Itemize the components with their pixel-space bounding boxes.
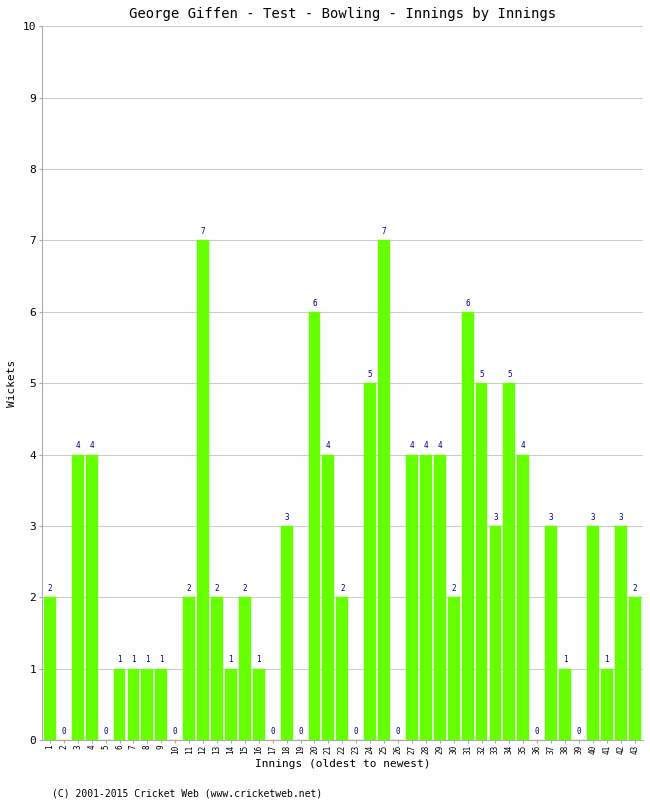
Text: 3: 3: [549, 513, 553, 522]
Bar: [448, 598, 460, 740]
Bar: [517, 454, 529, 740]
Bar: [559, 669, 571, 740]
Text: 4: 4: [410, 442, 414, 450]
Text: 1: 1: [563, 655, 567, 665]
Bar: [476, 383, 488, 740]
Bar: [309, 312, 320, 740]
Bar: [322, 454, 334, 740]
Bar: [337, 598, 348, 740]
Text: 6: 6: [312, 298, 317, 307]
Text: 4: 4: [424, 442, 428, 450]
Bar: [281, 526, 292, 740]
Bar: [127, 669, 139, 740]
Bar: [114, 669, 125, 740]
Text: 0: 0: [535, 727, 539, 736]
Bar: [629, 598, 641, 740]
Text: 4: 4: [521, 442, 526, 450]
Bar: [406, 454, 418, 740]
Bar: [504, 383, 515, 740]
Bar: [489, 526, 501, 740]
Text: 0: 0: [298, 727, 303, 736]
Text: (C) 2001-2015 Cricket Web (www.cricketweb.net): (C) 2001-2015 Cricket Web (www.cricketwe…: [52, 788, 322, 798]
Text: 0: 0: [103, 727, 108, 736]
Y-axis label: Wickets: Wickets: [7, 359, 17, 407]
Bar: [183, 598, 195, 740]
Bar: [155, 669, 167, 740]
Text: 4: 4: [326, 442, 331, 450]
Text: 3: 3: [284, 513, 289, 522]
Text: 0: 0: [270, 727, 275, 736]
Text: 1: 1: [145, 655, 150, 665]
Text: 6: 6: [465, 298, 470, 307]
Text: 5: 5: [507, 370, 512, 379]
Text: 3: 3: [618, 513, 623, 522]
X-axis label: Innings (oldest to newest): Innings (oldest to newest): [255, 759, 430, 769]
Bar: [225, 669, 237, 740]
Bar: [72, 454, 84, 740]
Text: 3: 3: [591, 513, 595, 522]
Text: 2: 2: [632, 584, 637, 593]
Text: 1: 1: [229, 655, 233, 665]
Text: 0: 0: [396, 727, 400, 736]
Text: 2: 2: [187, 584, 192, 593]
Bar: [211, 598, 223, 740]
Text: 1: 1: [117, 655, 122, 665]
Text: 1: 1: [131, 655, 136, 665]
Bar: [86, 454, 97, 740]
Bar: [420, 454, 432, 740]
Text: 7: 7: [201, 227, 205, 236]
Text: 5: 5: [368, 370, 372, 379]
Bar: [253, 669, 265, 740]
Text: 1: 1: [604, 655, 609, 665]
Bar: [239, 598, 251, 740]
Bar: [545, 526, 557, 740]
Text: 0: 0: [354, 727, 359, 736]
Text: 5: 5: [479, 370, 484, 379]
Text: 1: 1: [159, 655, 164, 665]
Text: 2: 2: [340, 584, 344, 593]
Text: 3: 3: [493, 513, 498, 522]
Text: 2: 2: [47, 584, 52, 593]
Bar: [44, 598, 56, 740]
Title: George Giffen - Test - Bowling - Innings by Innings: George Giffen - Test - Bowling - Innings…: [129, 7, 556, 21]
Bar: [462, 312, 474, 740]
Bar: [601, 669, 613, 740]
Bar: [197, 241, 209, 740]
Bar: [364, 383, 376, 740]
Text: 0: 0: [62, 727, 66, 736]
Bar: [615, 526, 627, 740]
Bar: [587, 526, 599, 740]
Text: 4: 4: [89, 442, 94, 450]
Text: 4: 4: [75, 442, 80, 450]
Bar: [142, 669, 153, 740]
Text: 4: 4: [437, 442, 442, 450]
Text: 2: 2: [451, 584, 456, 593]
Text: 7: 7: [382, 227, 386, 236]
Bar: [434, 454, 446, 740]
Text: 1: 1: [257, 655, 261, 665]
Text: 0: 0: [577, 727, 581, 736]
Text: 0: 0: [173, 727, 177, 736]
Text: 2: 2: [242, 584, 247, 593]
Text: 2: 2: [214, 584, 219, 593]
Bar: [378, 241, 390, 740]
